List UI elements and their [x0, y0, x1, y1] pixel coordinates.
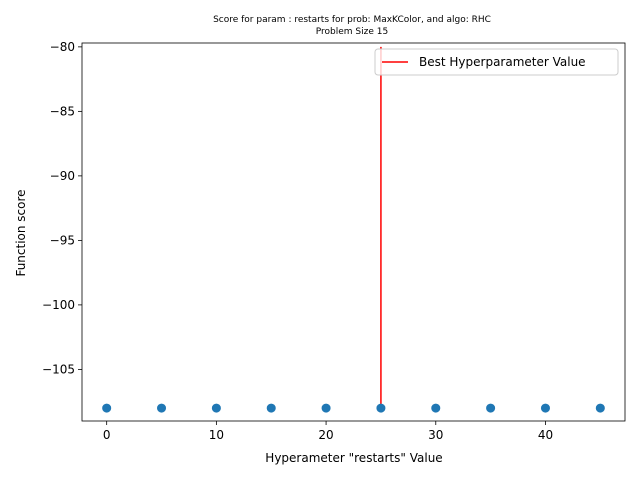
scatter-point	[321, 403, 331, 413]
y-axis: −105 −100 −95 −90 −85 −80	[42, 40, 82, 376]
x-tick-label: 10	[209, 428, 224, 442]
scatter-point	[486, 403, 496, 413]
legend: Best Hyperparameter Value	[374, 48, 619, 76]
scatter-point	[266, 403, 276, 413]
scatter-point	[102, 403, 112, 413]
legend-label: Best Hyperparameter Value	[419, 55, 586, 69]
chart-title: Score for param : restarts for prob: Max…	[213, 15, 491, 25]
scatter-point	[211, 403, 221, 413]
y-tick-label: −80	[50, 40, 75, 54]
x-axis: 0 10 20 30 40	[103, 421, 553, 442]
scatter-point	[540, 403, 550, 413]
plot-area	[81, 42, 626, 422]
x-tick-label: 40	[538, 428, 553, 442]
y-tick-label: −95	[50, 233, 75, 247]
scatter-point	[157, 403, 167, 413]
x-axis-label: Hyperameter "restarts" Value	[265, 451, 442, 465]
y-tick-label: −100	[42, 298, 75, 312]
x-tick-label: 20	[318, 428, 333, 442]
scatter-point	[595, 403, 605, 413]
axes-frame	[81, 42, 626, 422]
y-axis-label: Function score	[14, 189, 28, 276]
chart-subtitle: Problem Size 15	[316, 27, 388, 37]
legend-box	[374, 48, 619, 76]
y-tick-label: −105	[42, 362, 75, 376]
scatter-point	[431, 403, 441, 413]
y-tick-label: −85	[50, 104, 75, 118]
y-tick-label: −90	[50, 169, 75, 183]
x-tick-label: 0	[103, 428, 111, 442]
x-tick-label: 30	[428, 428, 443, 442]
scatter-point	[376, 403, 386, 413]
